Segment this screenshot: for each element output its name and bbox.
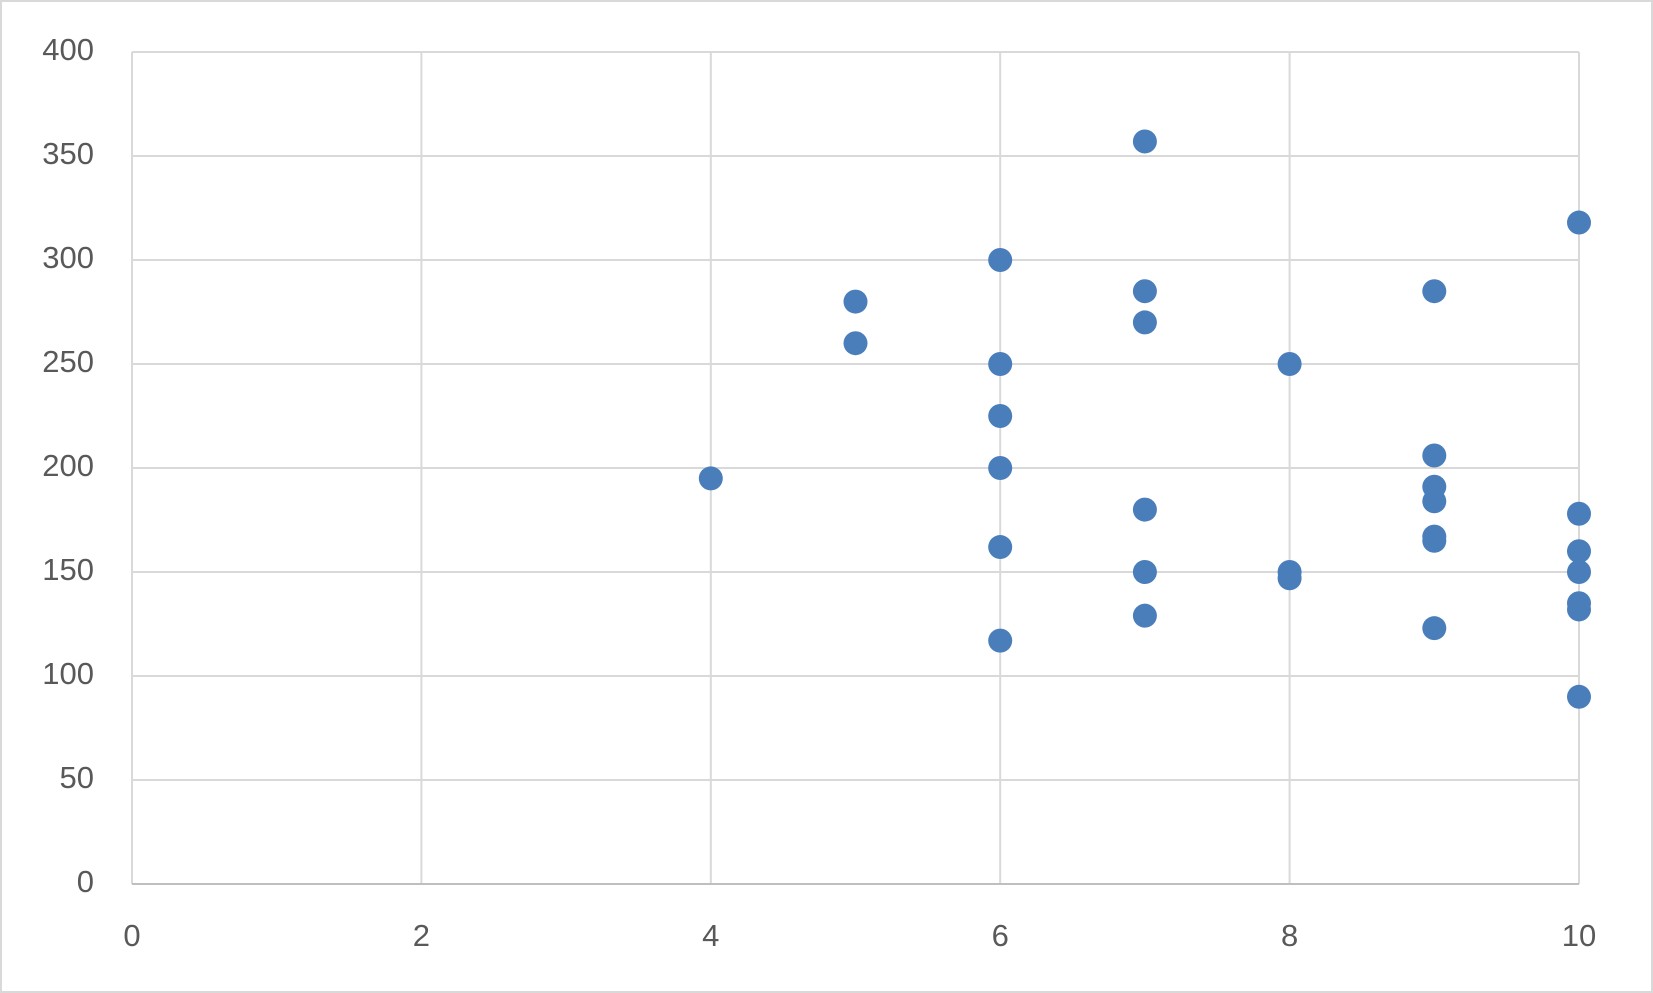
y-tick-label: 400 (42, 32, 94, 67)
point (1422, 528, 1447, 553)
point (988, 248, 1013, 272)
y-tick-label: 50 (60, 760, 94, 795)
point (843, 289, 868, 314)
x-tick-label: 10 (1562, 918, 1596, 953)
point (698, 466, 723, 491)
x-tick-label: 2 (413, 918, 430, 953)
point (1132, 603, 1157, 628)
point (988, 352, 1013, 376)
point (1277, 566, 1302, 591)
y-tick-label: 100 (42, 656, 94, 691)
point (843, 331, 868, 356)
point (1277, 352, 1302, 376)
point (1132, 497, 1157, 522)
point (988, 535, 1013, 560)
y-tick-label: 350 (42, 136, 94, 171)
point (1422, 443, 1447, 468)
y-tick-label: 200 (42, 448, 94, 483)
point (1132, 560, 1157, 584)
point (1422, 616, 1447, 641)
x-tick-label: 6 (992, 918, 1009, 953)
y-tick-label: 150 (42, 552, 94, 587)
point (988, 628, 1013, 653)
point (1567, 560, 1591, 584)
point (1567, 539, 1591, 564)
point (1132, 129, 1157, 154)
point (1422, 489, 1447, 514)
y-tick-label: 250 (42, 344, 94, 379)
point (1567, 501, 1591, 526)
point (988, 404, 1013, 428)
x-tick-label: 8 (1281, 918, 1298, 953)
x-tick-label: 0 (123, 918, 140, 953)
point (988, 456, 1013, 480)
point (1567, 597, 1591, 622)
x-tick-label: 4 (702, 918, 719, 953)
y-tick-label: 0 (77, 864, 94, 899)
point (1422, 279, 1447, 304)
y-tick-label: 300 (42, 240, 94, 275)
point (1567, 210, 1591, 235)
point (1567, 684, 1591, 709)
point (1132, 310, 1157, 335)
point (1132, 279, 1157, 304)
